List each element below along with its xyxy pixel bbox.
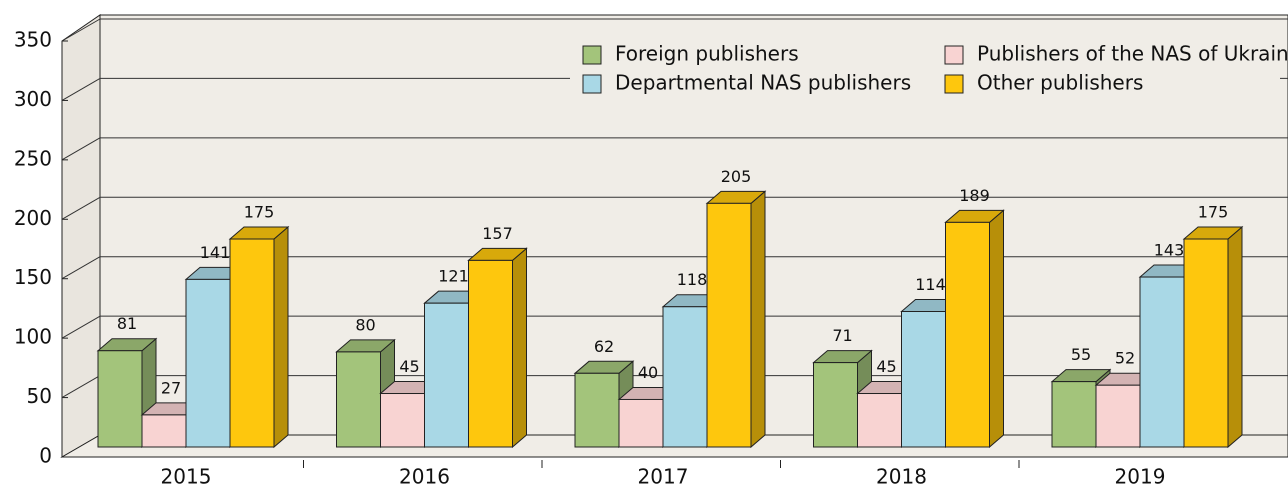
bar: [901, 311, 946, 448]
bar: [857, 393, 902, 448]
x-tick-label: 2015: [161, 465, 212, 489]
bar: [618, 398, 664, 448]
bar: [336, 351, 381, 448]
legend-swatch: [582, 45, 602, 65]
grid-line: [61, 18, 101, 42]
bar: [574, 372, 620, 448]
y-tick-label: 100: [14, 325, 52, 349]
grid-line: [61, 256, 101, 280]
x-tick-label: 2017: [638, 465, 689, 489]
grid-line: [61, 315, 101, 339]
x-tick-label: 2018: [876, 465, 927, 489]
value-label: 71: [832, 326, 852, 345]
value-label: 175: [244, 203, 275, 222]
legend-swatch: [582, 74, 602, 94]
bar: [97, 350, 143, 448]
bar: [424, 302, 469, 448]
y-tick-label: 0: [39, 444, 52, 468]
bar-side: [1227, 225, 1243, 449]
bar: [662, 306, 708, 448]
y-tick-label: 300: [14, 87, 52, 111]
value-label: 121: [438, 267, 469, 286]
bar: [185, 278, 231, 448]
value-label: 175: [1198, 203, 1229, 222]
legend-label: Publishers of the NAS of Ukraine: [977, 42, 1288, 66]
grid-line: [61, 137, 101, 161]
value-label: 45: [399, 357, 419, 376]
value-label: 157: [482, 224, 513, 243]
bar-side: [989, 209, 1004, 449]
grid-line: [61, 375, 101, 399]
value-label: 45: [876, 357, 896, 376]
grid-line: [61, 196, 101, 220]
bar-side: [512, 247, 527, 449]
bar: [1139, 276, 1185, 448]
value-label: 52: [1115, 349, 1135, 368]
bar-side: [273, 225, 289, 449]
y-tick-label: 250: [14, 146, 52, 170]
bar: [141, 414, 187, 448]
bar: [1051, 381, 1097, 448]
grid-line: [61, 77, 101, 101]
x-tick-label: 2016: [399, 465, 450, 489]
bar: [945, 221, 990, 448]
legend-label: Departmental NAS publishers: [615, 71, 911, 95]
bar: [380, 393, 425, 448]
bar: [468, 259, 513, 448]
legend-bg: [570, 30, 1280, 98]
value-label: 189: [959, 186, 990, 205]
bar: [706, 202, 752, 448]
value-label: 27: [161, 378, 181, 397]
bar: [1095, 384, 1141, 448]
legend-swatch: [944, 45, 964, 65]
value-label: 55: [1071, 345, 1091, 364]
value-label: 114: [915, 275, 946, 294]
value-label: 81: [117, 314, 137, 333]
y-tick-label: 50: [27, 384, 52, 408]
y-tick-label: 150: [14, 265, 52, 289]
value-label: 205: [721, 167, 752, 186]
value-label: 62: [594, 337, 614, 356]
y-tick-label: 350: [14, 28, 52, 52]
bar: [813, 362, 858, 448]
value-label: 118: [677, 270, 708, 289]
legend-swatch: [944, 74, 964, 94]
bar: [1183, 238, 1229, 448]
value-label: 141: [200, 243, 231, 262]
legend-label: Foreign publishers: [615, 42, 799, 66]
value-label: 143: [1154, 241, 1185, 260]
value-label: 40: [638, 363, 658, 382]
y-tick-label: 200: [14, 206, 52, 230]
value-label: 80: [355, 315, 375, 334]
x-tick-label: 2019: [1115, 465, 1166, 489]
bar-side: [750, 190, 766, 449]
legend-label: Other publishers: [977, 71, 1143, 95]
bar: [229, 238, 275, 448]
